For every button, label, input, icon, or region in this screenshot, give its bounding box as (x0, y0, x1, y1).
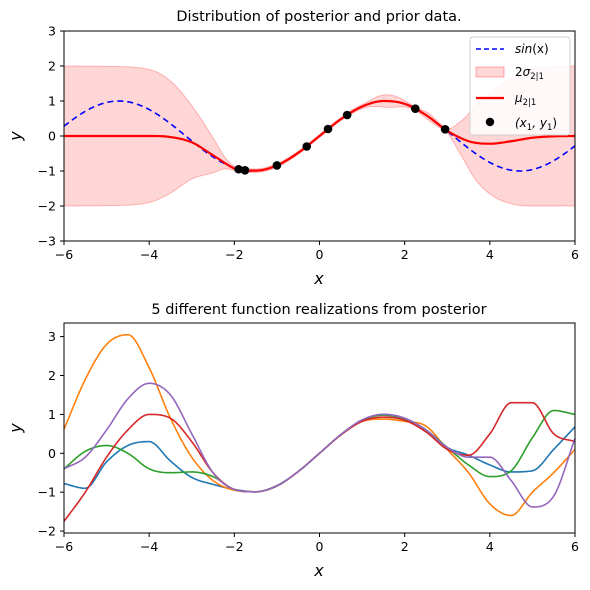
bottom-y-tick-label: 2 (48, 368, 56, 383)
bottom-axes-frame (63, 322, 576, 534)
top-x-tick-label: −6 (55, 247, 73, 262)
top-y-tick-label: 0 (48, 129, 56, 144)
bottom-y-tick-label: 0 (48, 446, 56, 461)
top-points-layer (234, 104, 450, 175)
bottom-subplot: 5 different function realizations from p… (6, 302, 579, 580)
legend-mean-label: μ2|1 (514, 91, 536, 108)
observation-point (342, 110, 352, 120)
top-y-tick-label: −1 (38, 164, 56, 179)
bottom-y-ticks: −2 −1 0 1 2 3 (38, 329, 64, 539)
bottom-y-tick-label: 1 (48, 407, 56, 422)
bottom-x-tick-label: 2 (401, 539, 409, 554)
top-subplot: Distribution of posterior and prior data… (6, 9, 579, 288)
top-y-ticks: −3 −2 −1 0 1 2 3 (38, 24, 64, 249)
realization-line-5 (63, 382, 576, 508)
posterior-mean-line (64, 99, 576, 172)
top-x-tick-label: −4 (140, 247, 158, 262)
top-y-tick-label: 1 (48, 94, 56, 109)
bottom-y-tick-label: −1 (38, 485, 56, 500)
legend-sin-label: sin(x) (515, 42, 549, 56)
bottom-y-axis-label: y (6, 423, 25, 434)
legend-band-label: 2σ2|1 (515, 65, 544, 82)
top-x-ticks: −6 −4 −2 0 2 4 6 (55, 241, 579, 262)
legend-band-swatch (475, 66, 505, 78)
bottom-x-tick-label: 4 (486, 539, 494, 554)
bottom-y-tick-label: −2 (38, 524, 56, 539)
top-x-tick-label: 4 (486, 247, 494, 262)
observation-point (323, 124, 333, 134)
top-x-tick-label: −2 (225, 247, 243, 262)
top-y-tick-label: 3 (48, 24, 56, 39)
top-title: Distribution of posterior and prior data… (176, 9, 461, 25)
top-y-tick-label: −2 (38, 199, 56, 214)
bottom-x-tick-label: 0 (316, 539, 324, 554)
observation-point (302, 142, 312, 151)
top-x-tick-label: 0 (316, 247, 324, 262)
top-mean-layer (64, 99, 576, 172)
top-x-axis-label: x (313, 269, 324, 288)
bottom-x-ticks: −6 −4 −2 0 2 4 6 (55, 533, 579, 554)
top-x-tick-label: 2 (401, 247, 409, 262)
top-y-tick-label: 2 (48, 59, 56, 74)
bottom-x-tick-label: −2 (225, 539, 243, 554)
bottom-x-tick-label: −4 (140, 539, 158, 554)
top-y-axis-label: y (6, 131, 25, 142)
top-y-tick-label: −3 (38, 234, 56, 249)
top-legend: sin(x) 2σ2|1 μ2|1 (x1, y1) (469, 36, 571, 136)
bottom-x-axis-label: x (313, 561, 324, 580)
bottom-title: 5 different function realizations from p… (151, 302, 486, 318)
observation-point (440, 125, 450, 134)
bottom-series-layer (63, 333, 576, 522)
legend-frame (469, 36, 571, 136)
observation-point (411, 104, 420, 113)
bottom-y-tick-label: 3 (48, 329, 56, 344)
legend-obs-swatch (485, 117, 495, 127)
bottom-x-tick-label: 6 (571, 539, 579, 554)
observation-point (234, 164, 243, 174)
top-x-tick-label: 6 (571, 247, 579, 262)
observation-point (272, 161, 282, 170)
legend-obs-label: (x1, y1) (515, 116, 557, 133)
realization-line-2 (63, 333, 576, 517)
bottom-x-tick-label: −6 (55, 539, 73, 554)
observation-point (240, 166, 250, 175)
realization-line-3 (63, 409, 576, 493)
